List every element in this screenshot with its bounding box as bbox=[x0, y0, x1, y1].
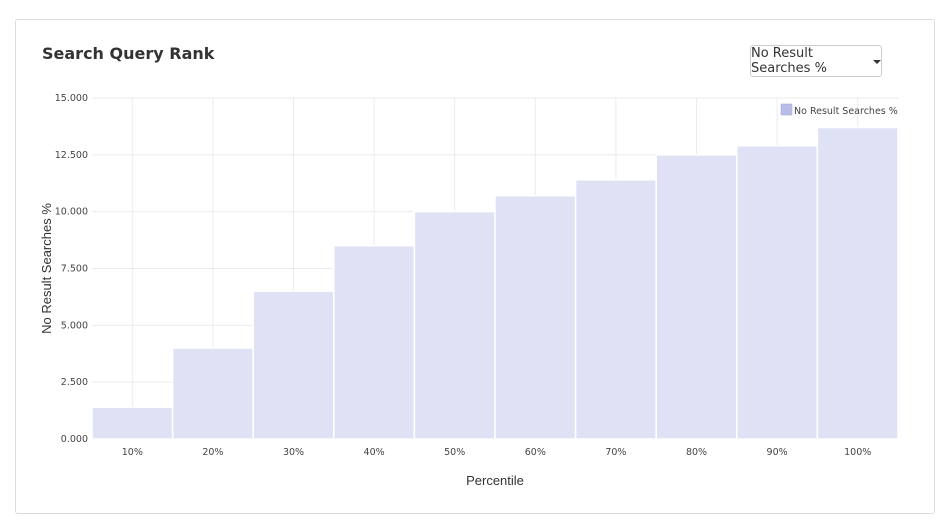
metric-dropdown-label: No Result Searches % bbox=[751, 46, 827, 76]
x-tick-label: 100% bbox=[844, 447, 871, 458]
bar bbox=[413, 210, 496, 440]
x-tick-label: 10% bbox=[122, 447, 143, 458]
y-tick-label: 12.500 bbox=[55, 150, 88, 161]
bar bbox=[494, 195, 577, 440]
bar bbox=[91, 406, 174, 440]
metric-dropdown[interactable]: No Result Searches % bbox=[750, 45, 882, 77]
x-tick-label: 40% bbox=[364, 447, 385, 458]
caret-down-icon bbox=[873, 59, 881, 64]
x-tick-label: 60% bbox=[525, 447, 546, 458]
y-tick-label: 0.000 bbox=[61, 434, 88, 445]
bar bbox=[816, 126, 899, 440]
x-tick-label: 30% bbox=[283, 447, 304, 458]
legend-swatch bbox=[780, 103, 793, 116]
bar bbox=[736, 144, 819, 440]
bar bbox=[171, 347, 254, 440]
y-tick-label: 10.000 bbox=[55, 207, 88, 218]
x-tick-label: 70% bbox=[605, 447, 626, 458]
chart-title: Search Query Rank bbox=[42, 44, 215, 63]
bar bbox=[333, 245, 416, 440]
x-tick-label: 20% bbox=[202, 447, 223, 458]
x-tick-label: 90% bbox=[767, 447, 788, 458]
y-tick-label: 15.000 bbox=[55, 93, 88, 104]
y-tick-label: 7.500 bbox=[61, 264, 88, 275]
y-tick-label: 5.000 bbox=[61, 320, 88, 331]
y-tick-label: 2.500 bbox=[61, 377, 88, 388]
bar bbox=[574, 179, 657, 440]
bar bbox=[252, 290, 335, 440]
legend-label: No Result Searches % bbox=[794, 106, 898, 117]
x-axis-title: Percentile bbox=[466, 473, 524, 488]
bar bbox=[655, 154, 738, 440]
x-tick-label: 50% bbox=[444, 447, 465, 458]
x-tick-label: 80% bbox=[686, 447, 707, 458]
y-axis-title: No Result Searches % bbox=[39, 203, 54, 334]
